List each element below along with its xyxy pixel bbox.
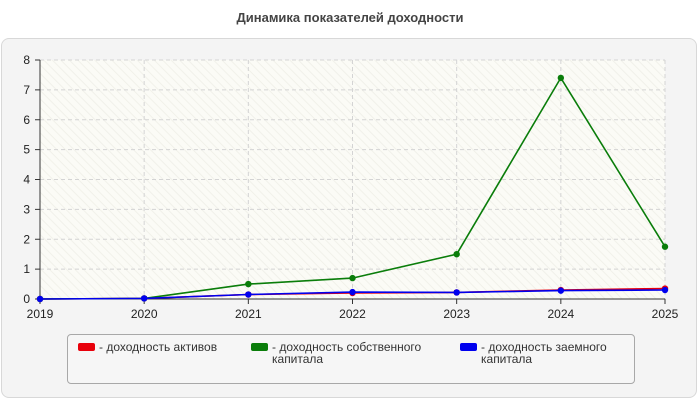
series-2-point [661,243,669,250]
y-tick-label: 5 [23,143,30,157]
series-3-point [36,295,44,303]
y-tick-label: 0 [23,292,30,306]
series-3-point [453,289,460,296]
series-2-point [245,280,252,288]
series-2-point [453,250,460,258]
series-3-point [349,288,356,296]
legend-label: - доходность активов [99,340,218,354]
series-3-point [661,286,669,294]
legend-item: - доходность собственного капитала [251,341,441,365]
x-tick-label: 2024 [547,307,574,321]
legend-item: - доходность заемного капитала [460,341,620,365]
series-2-point [349,274,356,282]
x-tick-label: 2023 [443,307,470,321]
y-tick-label: 7 [23,83,30,97]
series-2-point [557,74,565,82]
x-tick-label: 2025 [652,307,679,321]
legend-swatch [251,343,268,351]
legend-swatch [78,343,95,351]
x-tick-label: 2020 [131,307,158,321]
x-tick-label: 2021 [235,307,262,321]
x-tick-label: 2019 [27,307,54,321]
y-tick-label: 6 [23,113,30,127]
legend-label: - доходность собственного капитала [272,340,422,366]
series-3-point [557,287,565,294]
x-tick-label: 2022 [339,307,366,321]
legend-label: - доходность заемного капитала [481,340,607,366]
legend-item: - доходность активов [78,341,238,353]
series-3-point [245,291,252,298]
series-3-point [140,295,148,302]
chart-title: Динамика показателей доходности [236,10,464,25]
chart-legend: - доходность активов - доходность собстве… [67,334,635,384]
y-tick-label: 8 [23,53,30,67]
y-tick-label: 2 [23,232,30,246]
legend-swatch [460,343,477,351]
y-tick-label: 4 [23,173,30,187]
y-tick-label: 1 [23,262,30,276]
y-tick-label: 3 [23,202,30,216]
